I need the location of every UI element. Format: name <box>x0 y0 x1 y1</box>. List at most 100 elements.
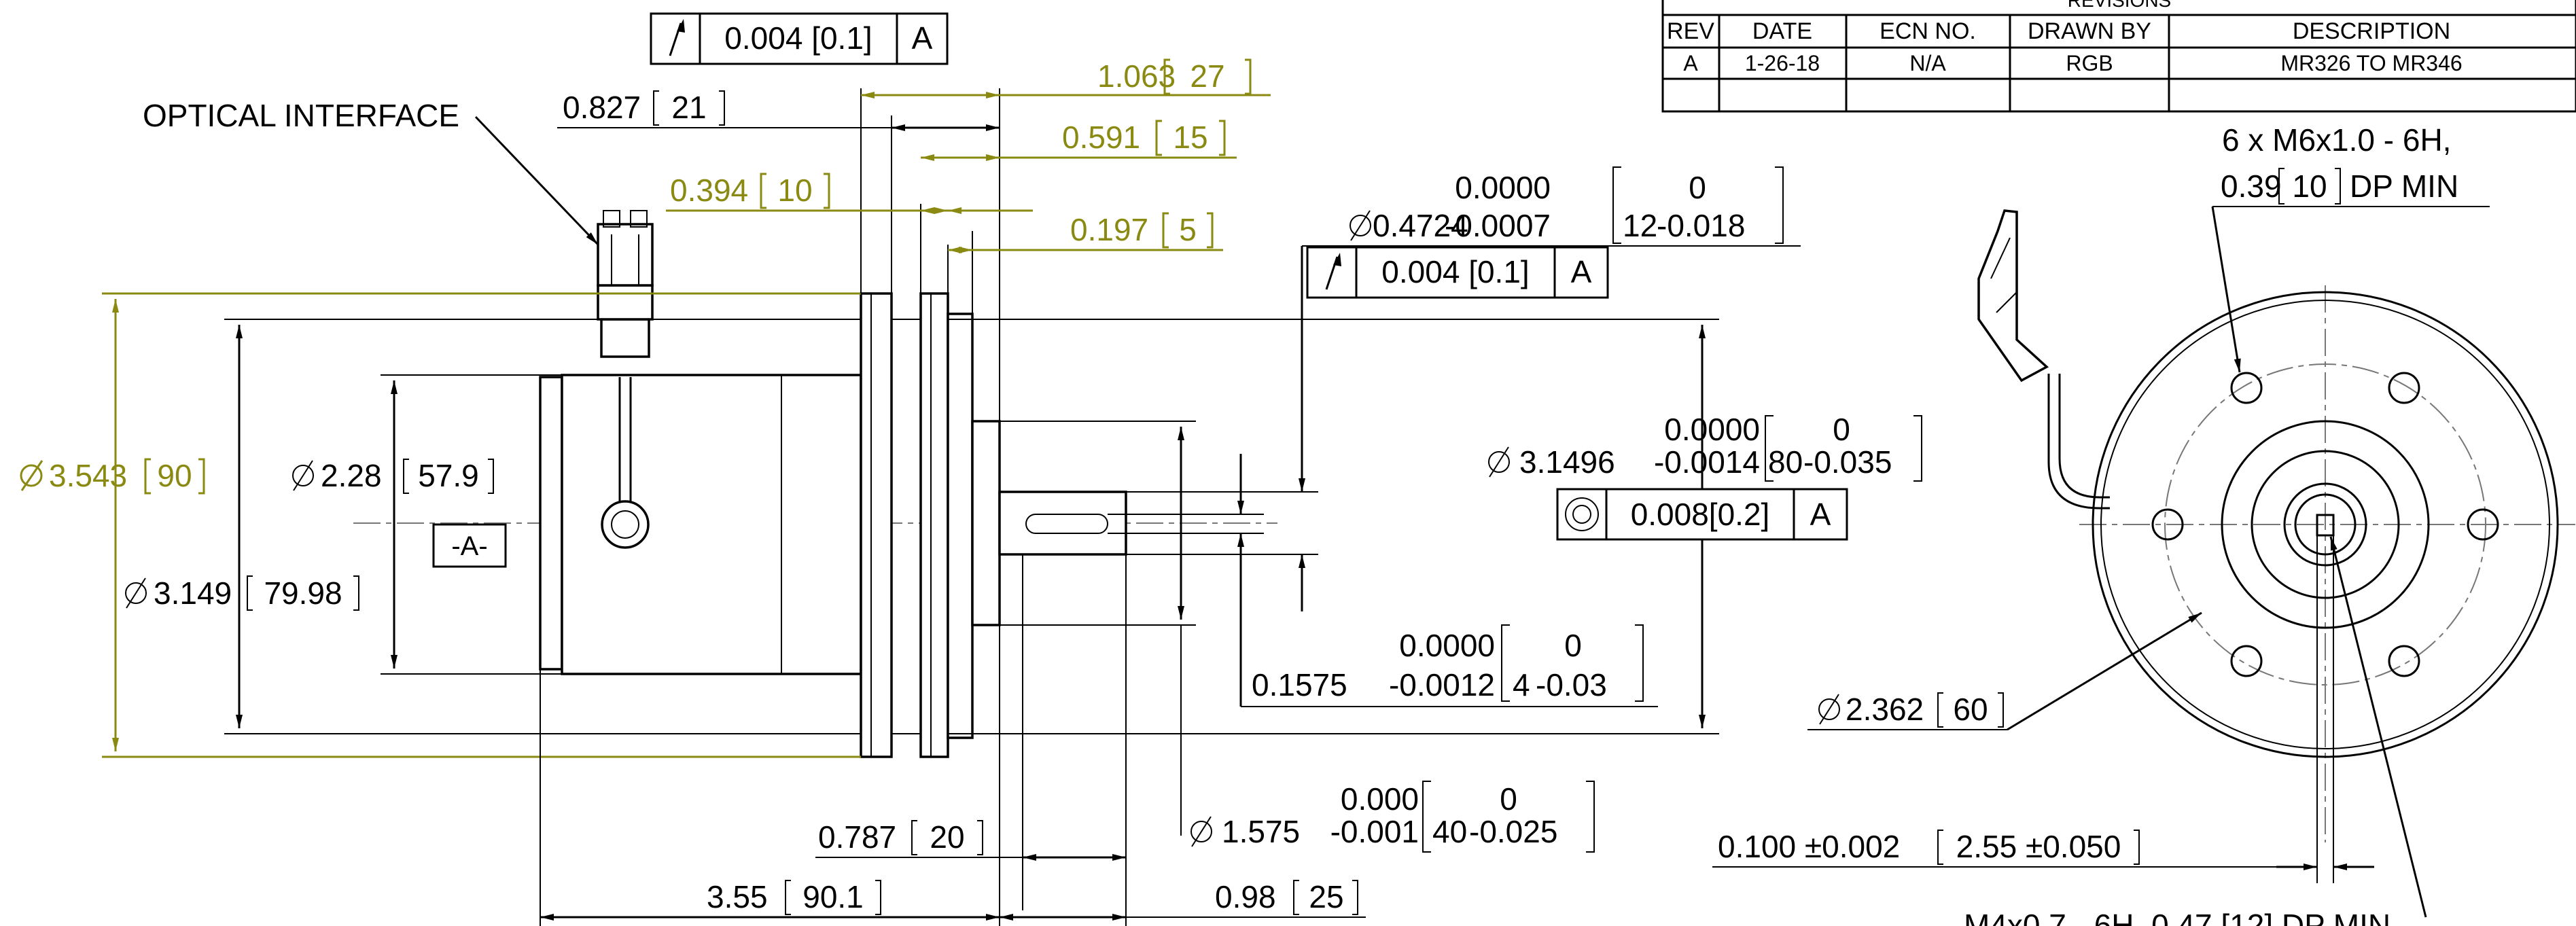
thread-bottom-leader <box>2329 536 2427 918</box>
rev-cell-drawn-by: RGB <box>2066 51 2113 75</box>
bottom-dimensions: 0.787 20 3.55 90.1 0.98 25 <box>540 554 1366 926</box>
svg-text:15: 15 <box>1173 120 1207 155</box>
svg-text:-0.0007: -0.0007 <box>1445 208 1551 243</box>
svg-text:25: 25 <box>1309 879 1343 914</box>
svg-text:6 x M6x1.0 - 6H,: 6 x M6x1.0 - 6H, <box>2222 122 2451 158</box>
svg-text:80: 80 <box>1768 444 1803 480</box>
front-keyway <box>2316 514 2335 537</box>
svg-text:0.591: 0.591 <box>1062 120 1140 155</box>
svg-text:10: 10 <box>777 173 812 208</box>
svg-text:0.98: 0.98 <box>1215 879 1276 914</box>
rev-cell-ecn: N/A <box>1909 51 1946 75</box>
svg-text:57.9: 57.9 <box>418 458 479 493</box>
dim-0591: 0.591 15 <box>1062 120 1226 156</box>
flange-front <box>860 292 893 758</box>
rev-header-date: DATE <box>1752 18 1812 44</box>
svg-text:-0.001: -0.001 <box>1330 814 1419 849</box>
svg-text:5: 5 <box>1179 212 1197 247</box>
gdt-runout-mid: 0.004 [0.1] A <box>1306 246 1609 299</box>
svg-text:27: 27 <box>1190 58 1224 94</box>
rev-cell-rev: A <box>1683 51 1698 75</box>
svg-text:21: 21 <box>671 90 706 125</box>
svg-text:0.0000: 0.0000 <box>1664 412 1760 447</box>
rev-header-rev: REV <box>1667 18 1714 44</box>
svg-text:60: 60 <box>1953 692 1988 727</box>
pilot-ring <box>947 313 974 739</box>
svg-text:0.1575: 0.1575 <box>1252 667 1347 702</box>
svg-text:1.575: 1.575 <box>1222 814 1300 849</box>
front-cable <box>1977 209 2110 510</box>
svg-text:0.100 ±0.002: 0.100 ±0.002 <box>1718 829 1900 864</box>
dim-dia-3543: 3.543 90 <box>20 458 205 495</box>
left-diameters: 3.543 90 3.149 79.98 2.28 57.9 <box>20 292 861 758</box>
rev-cell-date: 1-26-18 <box>1745 51 1820 75</box>
dim-dia-2362: 2.362 60 <box>1807 611 2202 731</box>
svg-text:-0.018: -0.018 <box>1657 208 1745 243</box>
svg-text:3.55: 3.55 <box>707 879 768 914</box>
svg-text:0: 0 <box>1689 170 1706 205</box>
svg-text:0.0000: 0.0000 <box>1399 628 1495 663</box>
svg-text:0: 0 <box>1564 628 1582 663</box>
concentricity-icon <box>1565 497 1599 531</box>
svg-text:2.362: 2.362 <box>1846 692 1924 727</box>
gdt-runout-mid-value: 0.004 [0.1] <box>1381 254 1529 289</box>
svg-text:20: 20 <box>930 819 964 855</box>
bolt-holes <box>2151 372 2499 677</box>
svg-text:1.063: 1.063 <box>1097 58 1176 94</box>
svg-text:0: 0 <box>1833 412 1850 447</box>
dia-2362-leader <box>2007 611 2202 731</box>
svg-text:79.98: 79.98 <box>264 575 342 611</box>
thread-callout-bottom: M4x0.7 - 6H, 0.47 [12] DP MIN <box>1964 908 2390 926</box>
svg-text:90.1: 90.1 <box>802 879 864 914</box>
revisions-table: REVISIONS REV DATE ECN NO. DRAWN BY DESC… <box>1661 0 2576 113</box>
rear-cap <box>539 376 563 671</box>
svg-text:3.1496: 3.1496 <box>1519 444 1615 480</box>
svg-text:-0.0012: -0.0012 <box>1389 667 1495 702</box>
rev-header-drawn-by: DRAWN BY <box>2028 18 2151 44</box>
svg-text:0.394: 0.394 <box>670 173 748 208</box>
dim-1063: 1.063 27 <box>1097 58 1252 95</box>
gdt-concentricity: 0.008[0.2] A <box>1556 488 1848 541</box>
svg-text:12: 12 <box>1623 208 1657 243</box>
tol-dim-0472: 0.0000 0.4724 -0.0007 0 12 -0.018 <box>1349 166 1784 244</box>
runout-arrow-icon <box>1325 253 1341 290</box>
optical-connector <box>597 210 654 549</box>
dim-0100: 0.100 ±0.002 2.55 ±0.050 <box>1718 829 2140 865</box>
flange-rear <box>919 292 949 758</box>
tol-dim-1575: 0.000 1.575 -0.001 0 40 -0.025 <box>1190 781 1595 853</box>
svg-text:-0.0014: -0.0014 <box>1654 444 1760 480</box>
shaft-keyway <box>1025 514 1108 534</box>
svg-text:0.197: 0.197 <box>1070 212 1148 247</box>
rev-header-ecn: ECN NO. <box>1880 18 1976 44</box>
thread-callout-main: 6 x M6x1.0 - 6H, 0.39 10 DP MIN <box>2211 122 2490 373</box>
runout-arrow-icon <box>669 19 685 56</box>
mounting-boss <box>971 420 1001 626</box>
side-view: -A- <box>353 210 1277 758</box>
front-view: 6 x M6x1.0 - 6H, 0.39 10 DP MIN 2.362 60… <box>1712 122 2575 926</box>
gdt-runout-top-value: 0.004 [0.1] <box>724 20 872 56</box>
svg-text:-0.025: -0.025 <box>1469 814 1557 849</box>
svg-text:-0.03: -0.03 <box>1536 667 1607 702</box>
front-pilot <box>2221 420 2430 629</box>
optical-interface-label: OPTICAL INTERFACE <box>143 98 459 133</box>
svg-text:-0.035: -0.035 <box>1803 444 1892 480</box>
output-shaft <box>998 491 1127 556</box>
rev-header-description: DESCRIPTION <box>2293 18 2450 44</box>
svg-text:DP MIN: DP MIN <box>2350 168 2458 204</box>
svg-text:0.0000: 0.0000 <box>1455 170 1551 205</box>
rev-cell-description: MR326 TO MR346 <box>2280 51 2462 75</box>
gdt-runout-top: 0.004 [0.1] A <box>650 12 949 65</box>
dim-dia-228: 2.28 57.9 <box>292 458 494 494</box>
dim-0394: 0.394 10 <box>670 173 830 209</box>
svg-text:2.28: 2.28 <box>321 458 382 493</box>
svg-text:0.4724: 0.4724 <box>1373 208 1468 243</box>
thread-leader <box>2211 206 2241 373</box>
dim-098: 0.98 25 <box>1215 879 1358 915</box>
svg-text:0.000: 0.000 <box>1341 781 1419 817</box>
svg-text:4: 4 <box>1513 667 1530 702</box>
dim-355: 3.55 90.1 <box>707 879 881 915</box>
svg-text:3.149: 3.149 <box>154 575 232 611</box>
gdt-runout-mid-datum: A <box>1571 254 1592 289</box>
svg-text:0.827: 0.827 <box>563 90 641 125</box>
